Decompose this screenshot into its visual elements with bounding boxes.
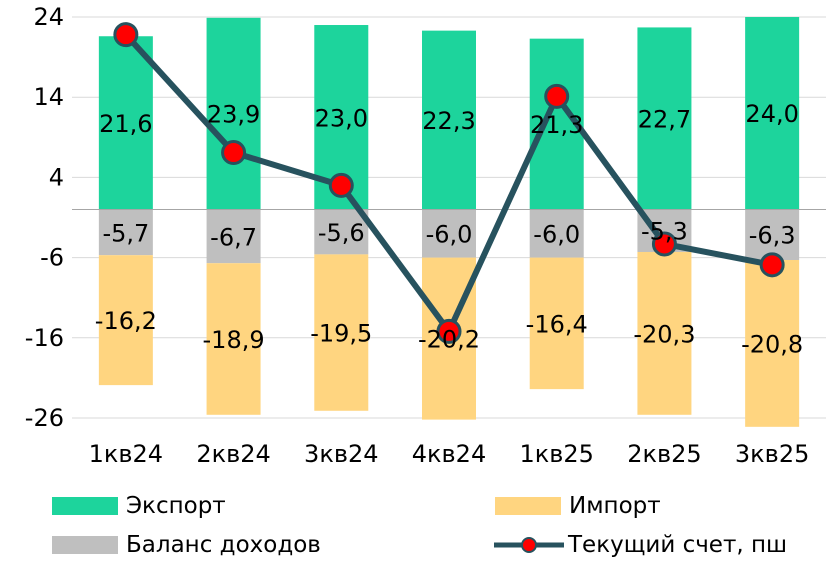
data-label: -6,0 — [426, 221, 473, 249]
bar-импорт-3кв25 — [745, 260, 800, 427]
current-account-point-4кв24 — [436, 318, 462, 344]
y-tick-label: 24 — [33, 3, 64, 31]
bar-экспорт-2кв25 — [637, 27, 692, 210]
data-label: -18,9 — [203, 326, 265, 354]
data-label: -6,7 — [210, 223, 257, 251]
data-label: 24,0 — [745, 100, 798, 128]
data-label: -20,8 — [741, 330, 803, 358]
bar-импорт-1кв24 — [98, 255, 153, 386]
x-tick-label: 3кв25 — [735, 440, 809, 468]
data-label: 23,9 — [207, 101, 260, 129]
bar-баланс-доходов-1кв25 — [529, 209, 584, 258]
data-label: -16,2 — [95, 307, 157, 335]
data-label: 22,3 — [422, 107, 475, 135]
bar-экспорт-4кв24 — [422, 30, 476, 210]
bar-баланс-доходов-1кв24 — [98, 209, 153, 256]
current-account-point-3кв24 — [328, 172, 354, 198]
data-label: -5,6 — [318, 219, 365, 247]
x-tick-label: 2кв25 — [627, 440, 701, 468]
x-tick-label: 2кв24 — [196, 440, 270, 468]
data-label: -20,2 — [418, 326, 480, 354]
y-tick-label: 14 — [33, 83, 64, 111]
current-account-point-1кв25 — [544, 83, 570, 109]
bar-импорт-2кв24 — [206, 263, 261, 415]
data-label: -5,7 — [102, 219, 149, 247]
y-tick-label: -26 — [25, 404, 64, 432]
bar-баланс-доходов-3кв25 — [745, 209, 800, 261]
y-tick-label: 4 — [49, 163, 64, 191]
bars — [98, 17, 800, 427]
data-label: -5,3 — [641, 218, 688, 246]
x-tick-label: 4кв24 — [412, 440, 486, 468]
data-label: 23,0 — [315, 104, 368, 132]
current-account-line — [113, 22, 785, 344]
bar-импорт-3кв24 — [314, 254, 369, 411]
bar-импорт-2кв25 — [637, 251, 692, 415]
current-account-point-2кв25 — [651, 231, 677, 257]
x-tick-label: 1кв25 — [519, 440, 593, 468]
bar-экспорт-3кв25 — [745, 17, 800, 210]
current-account-point-1кв24 — [113, 22, 139, 48]
data-label: -6,3 — [749, 222, 796, 250]
bar-экспорт-2кв24 — [206, 17, 261, 210]
bar-баланс-доходов-2кв24 — [206, 209, 261, 264]
data-label: -19,5 — [310, 320, 372, 348]
x-tick-label: 1кв24 — [89, 440, 163, 468]
x-tick-label: 3кв24 — [304, 440, 378, 468]
data-label: 21,3 — [530, 111, 583, 139]
bar-экспорт-1кв24 — [98, 36, 153, 210]
data-label: -16,4 — [526, 310, 588, 338]
y-tick-label: -6 — [40, 244, 64, 272]
x-axis: 1кв24 2кв24 3кв24 4кв24 1кв25 2кв25 3кв25 — [89, 440, 810, 468]
current-account-point-3кв25 — [759, 252, 785, 278]
data-label: -20,3 — [633, 320, 695, 348]
bar-баланс-доходов-3кв24 — [314, 209, 369, 255]
data-labels: 21,6 -5,7 -16,2 23,9 -6,7 -18,9 23,0 -5,6 -19,5 2… — [95, 100, 803, 358]
y-axis: 24 14 4 -6 -16 -26 — [25, 3, 64, 432]
y-tick-label: -16 — [25, 324, 64, 352]
bar-баланс-доходов-4кв24 — [422, 209, 476, 258]
data-label: 21,6 — [99, 110, 152, 138]
data-label: 22,7 — [638, 105, 691, 133]
data-label: -6,0 — [533, 221, 580, 249]
current-account-point-2кв24 — [221, 140, 247, 166]
bar-импорт-1кв25 — [529, 257, 584, 390]
